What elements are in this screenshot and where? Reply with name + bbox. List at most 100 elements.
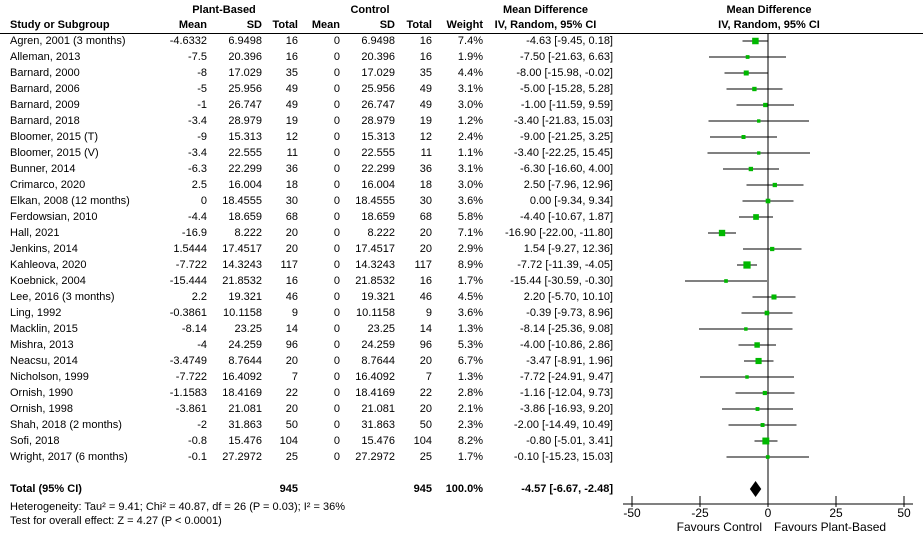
control-mean-value: 0 bbox=[333, 115, 340, 127]
effect-marker bbox=[745, 55, 750, 59]
study-name: Shah, 2018 (2 months) bbox=[10, 419, 122, 431]
pb-sd-value: 31.863 bbox=[228, 419, 262, 431]
weight-value: 4.5% bbox=[457, 291, 483, 303]
pb-mean-value: 1.5444 bbox=[173, 243, 207, 255]
weight-value: 1.3% bbox=[457, 323, 483, 335]
md-ci-value: -3.86 [-16.93, 9.20] bbox=[520, 403, 613, 415]
study-name: Barnard, 2006 bbox=[10, 83, 80, 95]
control-total-value: 9 bbox=[425, 307, 432, 319]
pb-mean-value: -7.722 bbox=[175, 371, 207, 383]
pb-total-value: 7 bbox=[291, 371, 298, 383]
effect-marker bbox=[743, 70, 749, 76]
total-md-value: -4.57 [-6.67, -2.48] bbox=[521, 483, 613, 495]
control-mean-value: 0 bbox=[333, 211, 340, 223]
control-mean-value: 0 bbox=[333, 275, 340, 287]
control-total-value: 104 bbox=[413, 435, 432, 447]
col-header-study: Study or Subgroup bbox=[10, 19, 110, 31]
pb-sd-value: 17.029 bbox=[228, 67, 262, 79]
control-total-value: 30 bbox=[419, 195, 432, 207]
control-mean-value: 0 bbox=[333, 83, 340, 95]
weight-value: 6.7% bbox=[457, 355, 483, 367]
control-total-value: 18 bbox=[419, 179, 432, 191]
study-name: Alleman, 2013 bbox=[10, 51, 81, 63]
pb-total-value: 25 bbox=[285, 451, 298, 463]
col-header-weight: Weight bbox=[446, 19, 483, 31]
pb-mean-value: -16.9 bbox=[181, 227, 207, 239]
col-header-control-sd: SD bbox=[379, 19, 395, 31]
pb-total-value: 20 bbox=[285, 227, 298, 239]
total-weight: 100.0% bbox=[445, 483, 483, 495]
weight-value: 2.3% bbox=[457, 419, 483, 431]
favours-right-label: Favours Plant-Based bbox=[774, 520, 886, 534]
study-name: Elkan, 2008 (12 months) bbox=[10, 195, 130, 207]
weight-value: 1.2% bbox=[457, 115, 483, 127]
col-header-control-mean: Mean bbox=[311, 19, 340, 31]
effect-marker bbox=[772, 182, 777, 188]
control-sd-value: 10.1158 bbox=[356, 307, 395, 319]
study-name: Hall, 2021 bbox=[10, 227, 60, 239]
effect-marker bbox=[770, 246, 775, 252]
control-total-value: 16 bbox=[419, 51, 432, 63]
pb-sd-value: 17.4517 bbox=[222, 243, 262, 255]
md-ci-value: -7.72 [-11.39, -4.05] bbox=[517, 259, 613, 271]
control-sd-value: 16.004 bbox=[361, 179, 395, 191]
pb-total-value: 117 bbox=[280, 259, 298, 271]
control-mean-value: 0 bbox=[333, 419, 340, 431]
pb-total-value: 16 bbox=[285, 35, 298, 47]
control-total-value: 20 bbox=[419, 403, 432, 415]
pb-total-value: 20 bbox=[285, 403, 298, 415]
md-ci-value: -15.44 [-30.59, -0.30] bbox=[510, 275, 613, 287]
md-ci-value: -0.80 [-5.01, 3.41] bbox=[526, 435, 613, 447]
control-total-value: 96 bbox=[419, 339, 432, 351]
control-mean-value: 0 bbox=[333, 291, 340, 303]
weight-value: 3.0% bbox=[457, 179, 483, 191]
control-total-value: 46 bbox=[419, 291, 432, 303]
study-row: Bunner, 2014 -6.3 22.299 36 0 22.299 36 … bbox=[0, 161, 620, 177]
control-mean-value: 0 bbox=[333, 35, 340, 47]
study-name: Ling, 1992 bbox=[10, 307, 62, 319]
control-mean-value: 0 bbox=[333, 259, 340, 271]
favours-left-label: Favours Control bbox=[677, 520, 762, 534]
control-sd-value: 22.299 bbox=[361, 163, 395, 175]
md-ci-value: 2.20 [-5.70, 10.10] bbox=[523, 291, 613, 303]
weight-value: 2.9% bbox=[457, 243, 483, 255]
effect-marker bbox=[765, 455, 770, 459]
control-mean-value: 0 bbox=[333, 147, 340, 159]
control-mean-value: 0 bbox=[333, 51, 340, 63]
header-separator-line bbox=[0, 33, 923, 34]
study-row: Shah, 2018 (2 months) -2 31.863 50 0 31.… bbox=[0, 417, 620, 433]
pb-mean-value: 2.5 bbox=[191, 179, 207, 191]
x-tick-label: 25 bbox=[829, 506, 843, 520]
study-name: Bloomer, 2015 (V) bbox=[10, 147, 99, 159]
pb-sd-value: 15.476 bbox=[228, 435, 262, 447]
control-mean-value: 0 bbox=[333, 387, 340, 399]
pb-sd-value: 18.659 bbox=[228, 211, 262, 223]
study-row: Ornish, 1998 -3.861 21.081 20 0 21.081 2… bbox=[0, 401, 620, 417]
control-sd-value: 18.4169 bbox=[355, 387, 395, 399]
pb-mean-value: -0.8 bbox=[188, 435, 207, 447]
control-mean-value: 0 bbox=[333, 339, 340, 351]
study-row: Ornish, 1990 -1.1583 18.4169 22 0 18.416… bbox=[0, 385, 620, 401]
md-plot-title: Mean Difference bbox=[726, 4, 812, 16]
control-sd-value: 18.4555 bbox=[355, 195, 395, 207]
md-ci-value: -9.00 [-21.25, 3.25] bbox=[520, 131, 613, 143]
control-mean-value: 0 bbox=[333, 451, 340, 463]
study-row: Wright, 2017 (6 months) -0.1 27.2972 25 … bbox=[0, 449, 620, 465]
pb-total-value: 22 bbox=[285, 387, 298, 399]
study-row: Agren, 2001 (3 months) -4.6332 6.9498 16… bbox=[0, 33, 620, 49]
study-row: Neacsu, 2014 -3.4749 8.7644 20 0 8.7644 … bbox=[0, 353, 620, 369]
effect-marker bbox=[718, 229, 726, 237]
total-control-n: 945 bbox=[413, 483, 432, 495]
pb-mean-value: -3.861 bbox=[175, 403, 207, 415]
study-row: Elkan, 2008 (12 months) 0 18.4555 30 0 1… bbox=[0, 193, 620, 209]
control-sd-value: 31.863 bbox=[361, 419, 395, 431]
heterogeneity-note: Heterogeneity: Tau² = 9.41; Chi² = 40.87… bbox=[10, 501, 345, 513]
pb-sd-value: 15.313 bbox=[228, 131, 262, 143]
study-row: Sofi, 2018 -0.8 15.476 104 0 15.476 104 … bbox=[0, 433, 620, 449]
control-total-value: 16 bbox=[419, 275, 432, 287]
effect-marker bbox=[762, 390, 767, 396]
study-row: Barnard, 2006 -5 25.956 49 0 25.956 49 3… bbox=[0, 81, 620, 97]
study-row: Hall, 2021 -16.9 8.222 20 0 8.222 20 7.1… bbox=[0, 225, 620, 241]
control-total-value: 20 bbox=[419, 355, 432, 367]
weight-value: 2.4% bbox=[457, 131, 483, 143]
